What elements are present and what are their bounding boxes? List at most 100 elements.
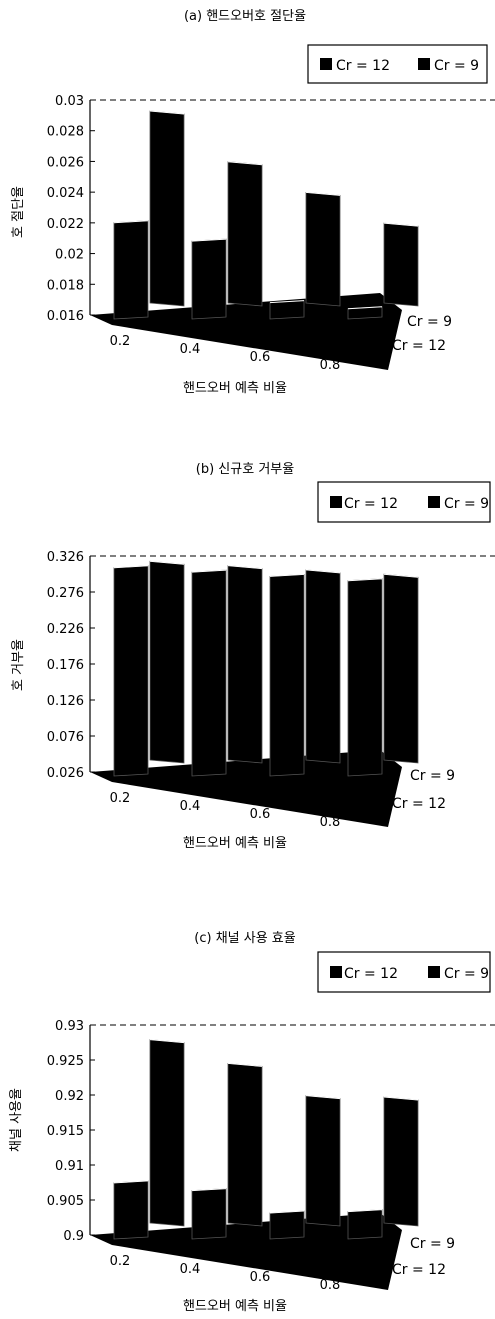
axes: 0.026 0.076 0.126 0.176 0.226 0.276 0.326 0.2 0.… — [47, 550, 495, 830]
bar-cr9 — [383, 1096, 419, 1227]
y-tick-label: 0.915 — [47, 1124, 84, 1139]
chart-title: (c) 채널 사용 효율 — [194, 931, 295, 946]
bar-top-edge — [383, 573, 419, 578]
bar-cr9 — [305, 1095, 341, 1227]
y-tick-label: 0.905 — [47, 1194, 84, 1209]
x-axis-title: 핸드오버 예측 비율 — [183, 1298, 287, 1314]
y-tick-label: 0.02 — [55, 248, 84, 263]
y-tick-label: 0.018 — [47, 278, 84, 293]
x-tick-label: 0.4 — [180, 1262, 201, 1277]
bar-top-edge — [305, 569, 341, 574]
bar-top-edge — [347, 1209, 383, 1213]
bar-cr12 — [191, 1188, 227, 1240]
y-axis-title: 호 절단율 — [11, 186, 26, 238]
x-tick-label: 0.2 — [110, 1254, 131, 1269]
y-tick-label: 0.326 — [47, 550, 84, 565]
legend-box — [317, 951, 491, 993]
bar-cr9 — [227, 1062, 263, 1227]
legend-swatch-cr12 — [320, 58, 332, 70]
floor — [90, 750, 402, 827]
y-tick-label: 0.9 — [63, 1229, 84, 1244]
bar-cr9 — [149, 110, 185, 307]
bar-top-edge — [305, 1095, 341, 1100]
y-tick-label: 0.022 — [47, 217, 84, 232]
depth-label-cr12: Cr = 12 — [392, 338, 446, 354]
y-axis-title: 호 거부율 — [11, 639, 26, 691]
legend-box — [307, 44, 488, 84]
floor — [90, 1213, 402, 1290]
y-tick-label: 0.93 — [55, 1019, 84, 1034]
bar-top-edge — [347, 578, 383, 582]
bar-cr9 — [149, 560, 185, 764]
bars — [113, 1039, 419, 1240]
bar-cr9 — [305, 569, 341, 764]
y-tick-label: 0.276 — [47, 586, 84, 601]
depth-label-cr12: Cr = 12 — [392, 796, 446, 812]
chart-title: (b) 신규호 거부율 — [196, 462, 294, 477]
y-tick-label: 0.076 — [47, 730, 84, 745]
depth-label-cr12: Cr = 12 — [392, 1262, 446, 1278]
legend: Cr = 12 Cr = 9 — [317, 951, 491, 993]
bar-cr9 — [227, 161, 263, 307]
y-tick-label: 0.126 — [47, 694, 84, 709]
bar-cr12 — [113, 220, 149, 320]
legend-label-cr12: Cr = 12 — [344, 496, 398, 512]
legend-label-cr9: Cr = 9 — [434, 58, 479, 74]
bar-top-edge — [113, 220, 149, 224]
x-tick-label: 0.6 — [250, 350, 271, 365]
y-axis-title: 채널 사용율 — [9, 1088, 24, 1152]
bars — [113, 560, 419, 777]
legend: Cr = 12 Cr = 9 — [317, 481, 491, 523]
y-tick-label: 0.03 — [55, 94, 84, 109]
chart-title: (a) 핸드오버호 절단율 — [184, 8, 306, 24]
bar-cr12 — [113, 565, 149, 777]
legend-label-cr9: Cr = 9 — [444, 966, 489, 982]
bar-top-edge — [149, 110, 185, 115]
x-axis-title: 핸드오버 예측 비율 — [183, 835, 287, 851]
legend-swatch-cr12 — [330, 496, 342, 508]
depth-label-cr9: Cr = 9 — [410, 1236, 455, 1252]
bar-cr9 — [383, 573, 419, 764]
bar-cr12 — [269, 300, 305, 320]
bar-top-edge — [305, 191, 341, 196]
floor — [90, 293, 402, 370]
y-tick-label: 0.026 — [47, 155, 84, 170]
bar-top-edge — [191, 238, 227, 242]
legend-label-cr12: Cr = 12 — [344, 966, 398, 982]
bar-cr9 — [227, 565, 263, 764]
bar-top-edge — [191, 569, 227, 573]
bar-cr12 — [269, 1210, 305, 1240]
bar-top-edge — [227, 1062, 263, 1067]
x-tick-label: 0.4 — [180, 799, 201, 814]
depth-label-cr9: Cr = 9 — [410, 768, 455, 784]
legend-label-cr9: Cr = 9 — [444, 496, 489, 512]
x-tick-label: 0.2 — [110, 791, 131, 806]
depth-label-cr9: Cr = 9 — [407, 314, 452, 330]
x-tick-label: 0.2 — [110, 334, 131, 349]
y-tick-label: 0.925 — [47, 1054, 84, 1069]
bar-cr12 — [191, 569, 227, 777]
bar-top-edge — [269, 573, 305, 577]
axes: 0.9 0.905 0.91 0.915 0.92 0.925 0.93 0.2 0.4 0.6 0… — [47, 1019, 495, 1293]
bar-top-edge — [347, 306, 383, 310]
bar-top-edge — [383, 1096, 419, 1101]
y-tick-label: 0.91 — [55, 1159, 84, 1174]
chart-panel-c: (c) 채널 사용 효율 Cr = 12 Cr = 9 채널 사용율 핸드오버 … — [9, 931, 495, 1314]
bar-top-edge — [227, 161, 263, 166]
bar-cr12 — [191, 238, 227, 320]
legend-swatch-cr9 — [428, 496, 440, 508]
bar-cr12 — [269, 573, 305, 777]
x-tick-label: 0.6 — [250, 807, 271, 822]
bars — [113, 110, 419, 320]
bar-cr9 — [383, 222, 419, 307]
x-tick-label: 0.8 — [320, 358, 341, 373]
bar-top-edge — [269, 300, 305, 304]
y-tick-label: 0.176 — [47, 658, 84, 673]
x-tick-label: 0.4 — [180, 342, 201, 357]
bar-top-edge — [113, 1180, 149, 1184]
y-tick-label: 0.028 — [47, 125, 84, 140]
bar-top-edge — [113, 565, 149, 569]
x-tick-label: 0.8 — [320, 815, 341, 830]
x-axis-title: 핸드오버 예측 비율 — [183, 380, 287, 396]
